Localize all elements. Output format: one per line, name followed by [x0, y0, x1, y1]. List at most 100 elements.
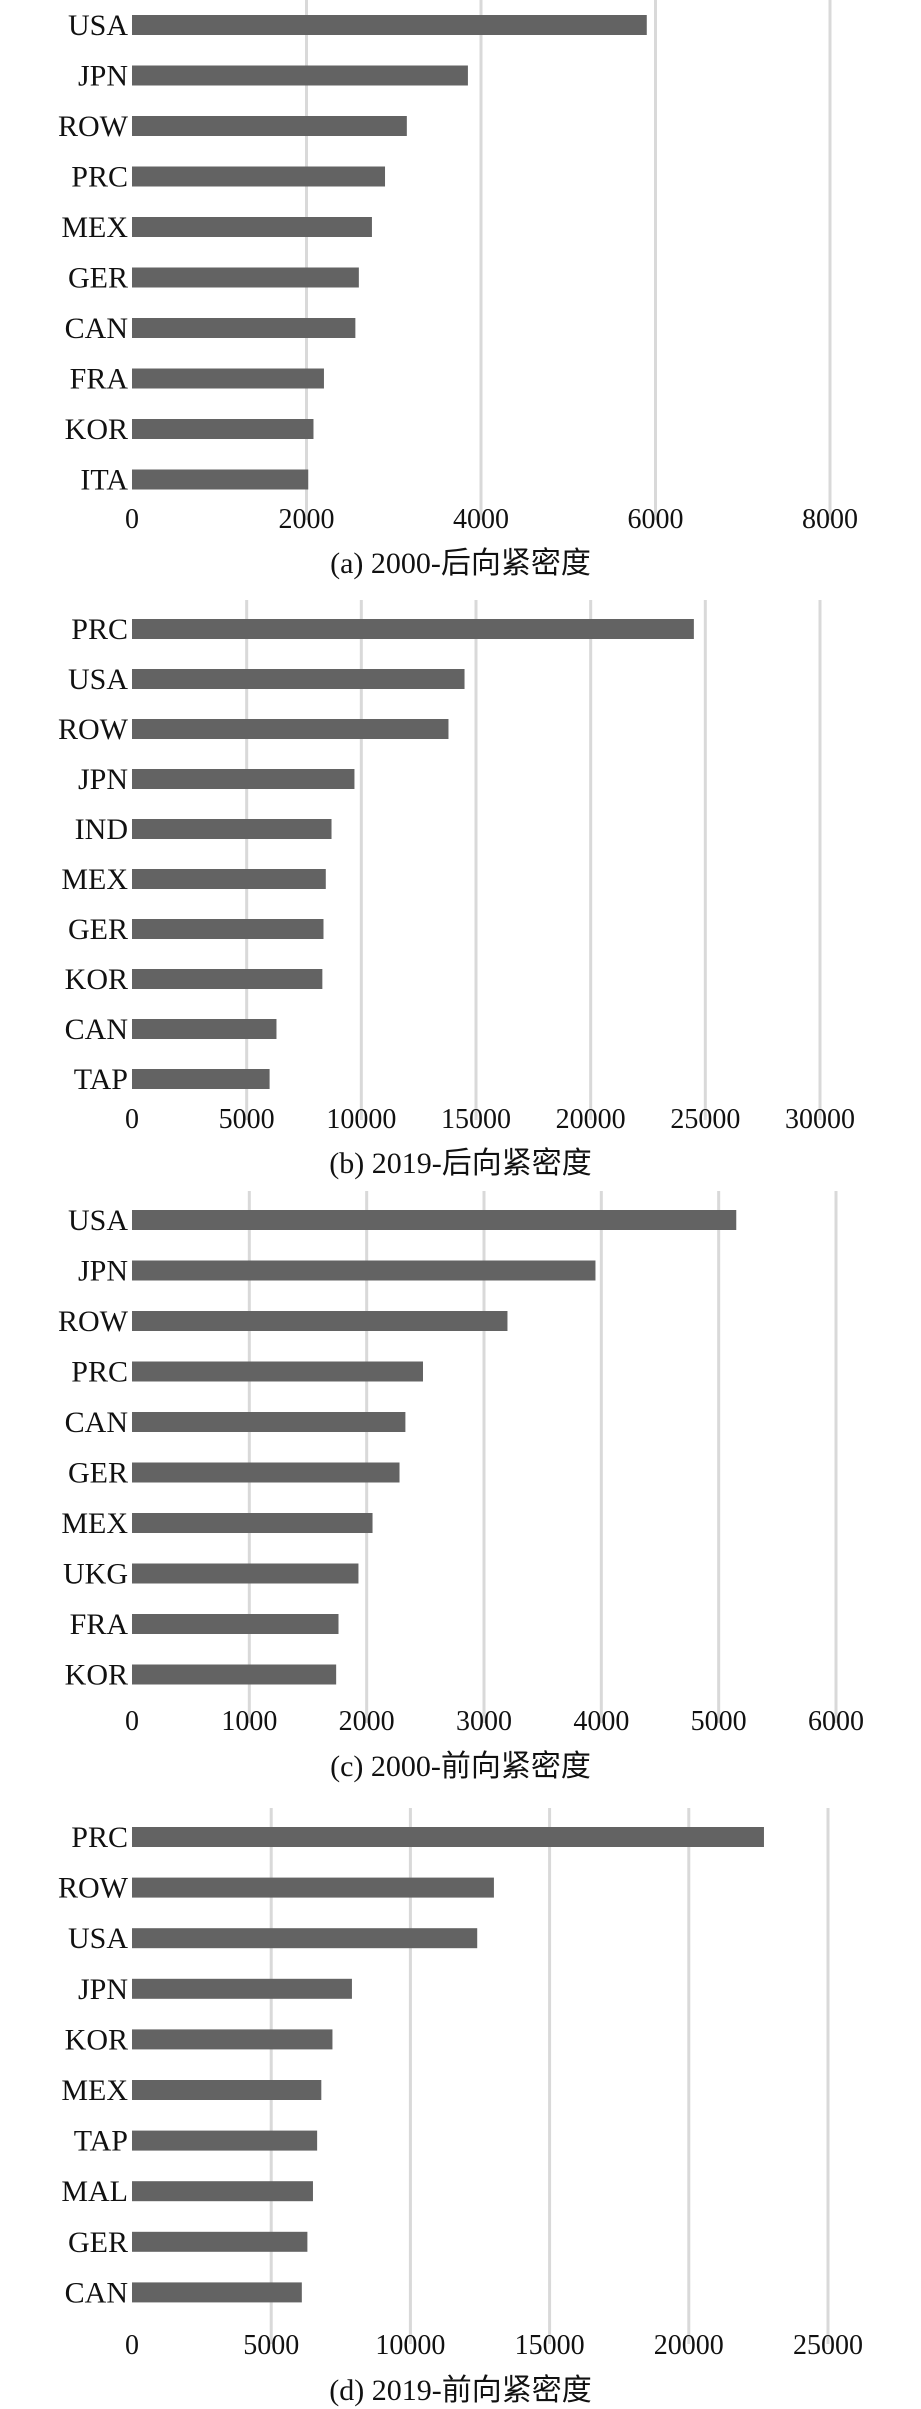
x-tick-label-b-5: 25000: [670, 1104, 740, 1135]
x-tick-label-a-2: 4000: [453, 504, 509, 535]
category-label-b-tap: TAP: [74, 1063, 128, 1096]
bar-c-ukg: [132, 1563, 359, 1584]
bar-c-prc: [132, 1361, 423, 1382]
bar-b-mex: [132, 869, 326, 889]
bar-d-can: [132, 2282, 302, 2303]
x-tick-label-c-3: 3000: [456, 1706, 512, 1737]
bar-d-mal: [132, 2181, 313, 2202]
category-label-c-ukg: UKG: [63, 1558, 128, 1591]
bar-b-kor: [132, 969, 323, 989]
x-tick-label-c-0: 0: [125, 1706, 139, 1737]
category-label-b-mex: MEX: [61, 863, 128, 896]
chart-caption-c: (c) 2000-前向紧密度: [330, 1750, 591, 1783]
category-label-d-tap: TAP: [74, 2125, 128, 2158]
category-label-c-mex: MEX: [61, 1507, 128, 1540]
category-label-b-ger: GER: [68, 913, 128, 946]
bar-a-row: [132, 116, 407, 136]
category-label-b-can: CAN: [65, 1013, 128, 1046]
x-tick-label-b-1: 5000: [219, 1104, 275, 1135]
bar-c-usa: [132, 1210, 737, 1230]
x-tick-label-d-1: 5000: [243, 2330, 299, 2361]
bar-a-kor: [132, 419, 314, 439]
bar-chart-c: USA JPN ROW PRC CAN GER MEX UKG FRA KOR 0 1000 2000 3…: [58, 1191, 864, 1737]
bar-b-can: [132, 1019, 277, 1039]
bar-a-jpn: [132, 65, 468, 86]
bar-d-tap: [132, 2130, 318, 2151]
category-label-b-jpn: JPN: [78, 763, 128, 796]
bar-c-row: [132, 1311, 508, 1331]
category-label-a-usa: USA: [68, 9, 128, 42]
x-tick-label-b-6: 30000: [785, 1104, 855, 1135]
bar-c-fra: [132, 1614, 339, 1634]
category-label-c-jpn: JPN: [78, 1255, 128, 1288]
category-label-c-usa: USA: [68, 1204, 128, 1237]
bar-a-ger: [132, 267, 359, 288]
category-label-c-row: ROW: [58, 1305, 129, 1338]
bar-d-mex: [132, 2080, 322, 2100]
chart-caption-a: (a) 2000-后向紧密度: [330, 547, 591, 580]
bar-b-ind: [132, 819, 332, 839]
bar-b-ger: [132, 919, 324, 939]
chart-panel-a: USA JPN ROW PRC MEX GER CAN FRA KOR ITA 0 2000 4000 6…: [0, 0, 921, 600]
bar-a-prc: [132, 166, 386, 187]
category-label-b-kor: KOR: [65, 963, 128, 996]
category-label-d-prc: PRC: [71, 1821, 128, 1854]
category-label-c-fra: FRA: [70, 1608, 129, 1641]
x-tick-label-b-2: 10000: [326, 1104, 396, 1135]
bar-d-row: [132, 1877, 494, 1898]
category-label-a-kor: KOR: [65, 413, 128, 446]
category-label-c-can: CAN: [65, 1406, 128, 1439]
bar-c-jpn: [132, 1260, 596, 1281]
category-label-c-prc: PRC: [71, 1356, 128, 1389]
category-label-c-ger: GER: [68, 1457, 128, 1490]
x-tick-label-c-4: 4000: [573, 1706, 629, 1737]
bar-chart-a: USA JPN ROW PRC MEX GER CAN FRA KOR ITA 0 2000 4000 6…: [58, 0, 858, 535]
x-tick-label-c-6: 6000: [808, 1706, 864, 1737]
category-label-d-usa: USA: [68, 1922, 128, 1955]
category-label-a-prc: PRC: [71, 161, 128, 194]
chart-caption-d: (d) 2019-前向紧密度: [329, 2374, 592, 2407]
bar-a-ita: [132, 469, 309, 490]
category-label-a-ger: GER: [68, 262, 128, 295]
category-label-b-ind: IND: [75, 813, 128, 846]
category-label-d-jpn: JPN: [78, 1973, 128, 2006]
x-tick-label-b-4: 20000: [556, 1104, 626, 1135]
x-tick-label-b-3: 15000: [441, 1104, 511, 1135]
category-label-d-can: CAN: [65, 2276, 128, 2309]
x-tick-label-c-1: 1000: [221, 1706, 277, 1737]
bar-b-prc: [132, 619, 694, 639]
x-tick-label-d-0: 0: [125, 2330, 139, 2361]
category-label-d-mal: MAL: [61, 2175, 128, 2208]
category-label-d-kor: KOR: [65, 2023, 128, 2056]
bar-b-row: [132, 719, 449, 739]
x-tick-label-b-0: 0: [125, 1104, 139, 1135]
x-tick-label-a-4: 8000: [802, 504, 858, 535]
bar-a-usa: [132, 15, 647, 35]
x-tick-label-c-5: 5000: [691, 1706, 747, 1737]
bar-b-tap: [132, 1069, 270, 1089]
bar-d-usa: [132, 1928, 478, 1949]
category-label-a-jpn: JPN: [78, 60, 128, 93]
bar-chart-d: PRC ROW USA JPN KOR MEX TAP MAL GER CAN 0 5000 10000…: [58, 1808, 863, 2361]
bar-d-prc: [132, 1827, 764, 1847]
category-label-c-kor: KOR: [65, 1659, 128, 1692]
category-label-a-ita: ITA: [80, 464, 128, 497]
bar-b-jpn: [132, 769, 355, 789]
bar-a-mex: [132, 217, 372, 237]
category-label-b-row: ROW: [58, 713, 129, 746]
bar-chart-b: PRC USA ROW JPN IND MEX GER KOR CAN TAP 0 5000 10000…: [58, 600, 855, 1135]
x-tick-label-a-1: 2000: [279, 504, 335, 535]
category-label-a-can: CAN: [65, 312, 128, 345]
chart-caption-b: (b) 2019-后向紧密度: [329, 1147, 592, 1180]
bar-b-usa: [132, 669, 465, 689]
bar-c-mex: [132, 1513, 373, 1533]
bar-c-kor: [132, 1664, 337, 1685]
bar-d-jpn: [132, 1978, 352, 1999]
category-label-d-mex: MEX: [61, 2074, 128, 2107]
x-tick-label-c-2: 2000: [339, 1706, 395, 1737]
category-label-d-ger: GER: [68, 2226, 128, 2259]
x-tick-label-a-3: 6000: [628, 504, 684, 535]
category-label-a-row: ROW: [58, 110, 129, 143]
bar-d-ger: [132, 2231, 308, 2252]
bar-a-fra: [132, 368, 324, 389]
